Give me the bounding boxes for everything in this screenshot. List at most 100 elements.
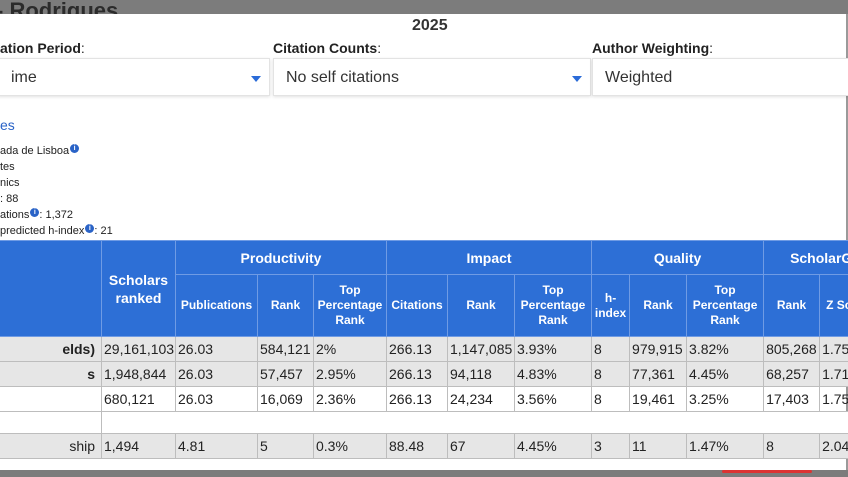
country-line: tes — [0, 161, 15, 173]
table-cell: 67 — [447, 433, 515, 459]
table-cell: 2.36% — [313, 386, 387, 412]
z-score-header: Z Sc — [819, 274, 848, 337]
table-cell: 17,403 — [763, 386, 821, 412]
impact-top-percentage-header: Top Percentage Rank — [513, 274, 593, 337]
table-cell: 979,915 — [629, 336, 688, 362]
table-cell: 26.03 — [175, 336, 258, 362]
table-cell: 4.83% — [513, 361, 593, 387]
predicted-hindex-line: predicted h-index i: 21 — [0, 224, 113, 237]
table-cell: 16,069 — [257, 386, 314, 412]
publications-header: Publications — [175, 274, 258, 337]
table-cell: 3.82% — [686, 336, 765, 362]
table-cell: 266.13 — [386, 361, 448, 387]
author-weighting-value: Weighted — [605, 69, 673, 86]
field-line: nics — [0, 177, 20, 189]
table-cell: 24,234 — [447, 386, 515, 412]
author-weighting-label: Author Weighting: — [592, 40, 714, 56]
table-cell: 4.45% — [513, 433, 593, 459]
hindex-header: h-index — [591, 274, 631, 337]
info-icon[interactable]: i — [85, 224, 95, 233]
chevron-down-icon — [572, 76, 582, 82]
table-cell: 68,257 — [763, 361, 821, 387]
table-cell: 11 — [629, 433, 688, 459]
rankings-table: Scholars ranked Productivity Impact Qual… — [0, 240, 848, 459]
quality-rank-header: Rank — [629, 274, 688, 337]
table-cell: 19,461 — [629, 386, 688, 412]
table-cell: 4.45% — [686, 361, 765, 387]
table-cell: 1.47% — [686, 433, 765, 459]
page-title-ghost: - Rodrigues — [0, 0, 119, 14]
table-cell: 266.13 — [386, 386, 448, 412]
table-cell: 26.03 — [175, 386, 258, 412]
modal-bottom-bar — [0, 470, 848, 477]
table-row: elds) 29,161,103 26.03 584,121 2% 266.13… — [0, 336, 848, 362]
table-cell: 1.71 — [819, 361, 848, 387]
table-cell: 1,948,844 — [101, 361, 176, 387]
info-icon[interactable]: i — [70, 144, 80, 153]
quality-top-percentage-header: Top Percentage Rank — [686, 274, 765, 337]
impact-header: Impact — [385, 240, 593, 275]
table-cell: 2.04 — [819, 433, 848, 459]
productivity-rank-header: Rank — [257, 274, 314, 337]
spacer-cell — [0, 411, 102, 434]
table-cell: 3.93% — [513, 336, 593, 362]
scholars-ranked-header: Scholars ranked — [101, 240, 176, 337]
table-cell: 3.25% — [686, 386, 765, 412]
table-cell: 77,361 — [629, 361, 688, 387]
impact-rank-header: Rank — [447, 274, 515, 337]
table-cell: 26.03 — [175, 361, 258, 387]
scholargps-rank-header: Rank — [763, 274, 821, 337]
table-cell: 2.95% — [313, 361, 387, 387]
table-row: s 1,948,844 26.03 57,457 2.95% 266.13 94… — [0, 361, 848, 387]
table-cell: 266.13 — [386, 336, 448, 362]
row-label: ship — [0, 433, 102, 459]
table-cell: 1,147,085 — [447, 336, 515, 362]
year-heading: 2025 — [412, 17, 448, 34]
table-cell: 2% — [313, 336, 387, 362]
table-cell: 8 — [591, 361, 631, 387]
table-cell: 3 — [591, 433, 631, 459]
citations-header: Citations — [386, 274, 448, 337]
productivity-top-percentage-header: Top Percentage Rank — [313, 274, 387, 337]
quality-header: Quality — [591, 240, 765, 275]
table-cell: 1,494 — [101, 433, 176, 459]
row-label: elds) — [0, 336, 102, 362]
calculation-period-value: ime — [11, 69, 37, 86]
table-cell: 8 — [591, 386, 631, 412]
table-cell: 584,121 — [257, 336, 314, 362]
table-cell: 4.81 — [175, 433, 258, 459]
institution-line: ada de Lisboa i — [0, 144, 80, 158]
spacer-cell — [101, 411, 848, 434]
citation-counts-label: Citation Counts: — [273, 40, 382, 56]
citation-counts-select[interactable]: No self citations — [273, 58, 591, 96]
table-cell: 57,457 — [257, 361, 314, 387]
citation-counts-value: No self citations — [286, 69, 399, 86]
scroll-indicator — [722, 470, 812, 473]
scholargps-header: ScholarG — [763, 240, 848, 275]
table-cell: 805,268 — [763, 336, 821, 362]
productivity-header: Productivity — [175, 240, 387, 275]
info-icon[interactable]: i — [30, 208, 40, 217]
table-cell: 1.75 — [819, 336, 848, 362]
table-row: 680,121 26.03 16,069 2.36% 266.13 24,234… — [0, 386, 848, 412]
row-label — [0, 386, 102, 412]
table-cell: 88.48 — [386, 433, 448, 459]
table-cell: 0.3% — [313, 433, 387, 459]
table-cell: 29,161,103 — [101, 336, 176, 362]
table-cell: 680,121 — [101, 386, 176, 412]
table-cell: 94,118 — [447, 361, 515, 387]
table-cell: 1.75 — [819, 386, 848, 412]
calculation-period-select[interactable]: ime — [0, 58, 270, 96]
table-spacer-row — [0, 411, 848, 434]
table-cell: 3.56% — [513, 386, 593, 412]
row-label-header — [0, 240, 102, 337]
citations-line: ations i: 1,372 — [0, 208, 73, 221]
modal-top-bar: - Rodrigues — [0, 0, 848, 14]
table-cell: 8 — [763, 433, 821, 459]
author-weighting-select[interactable]: Weighted — [592, 58, 848, 96]
hindex-line: : 88 — [0, 193, 19, 205]
row-label: s — [0, 361, 102, 387]
table-cell: 5 — [257, 433, 314, 459]
chevron-down-icon — [251, 76, 261, 82]
profile-link[interactable]: es — [0, 117, 15, 133]
